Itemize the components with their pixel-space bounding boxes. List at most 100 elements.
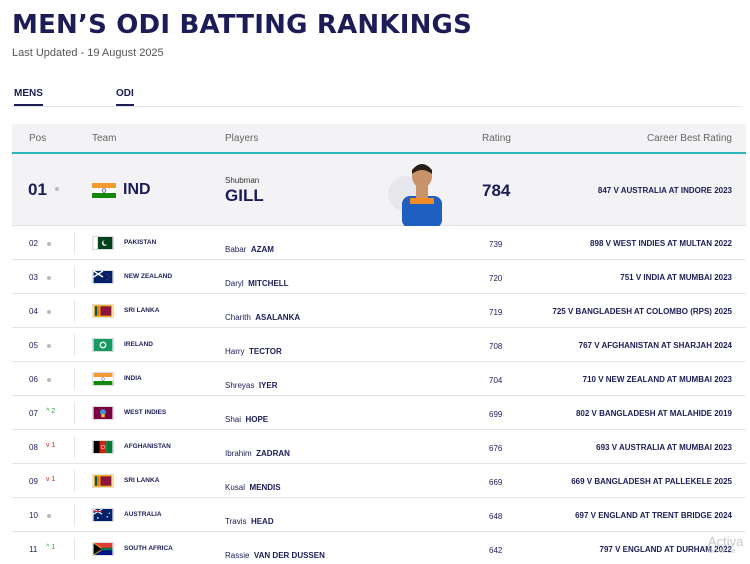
activation-watermark: Activa Go to Se	[708, 534, 744, 555]
row-pos: 09	[29, 477, 38, 486]
top-ranked-row[interactable]: 01 IND	[12, 154, 746, 226]
row-pos: 05	[29, 341, 38, 350]
row-pos: 03	[29, 273, 38, 282]
divider	[74, 368, 75, 390]
tab-bar: MENS ODI	[12, 88, 742, 107]
top-player-rating: 784	[482, 181, 511, 200]
team-name: SOUTH AFRICA	[124, 545, 173, 552]
top-player-first-name: Shubman	[225, 176, 260, 185]
table-row[interactable]: 08 v 1 AFGHANISTAN Ibrahim ZADRAN 676 69…	[12, 430, 746, 464]
table-row[interactable]: 09 v 1 SRI LANKA Kusal MENDIS 669 669 V …	[12, 464, 746, 498]
rating-value: 719	[489, 308, 503, 317]
team-name: WEST INDIES	[124, 409, 167, 416]
header-team: Team	[92, 133, 117, 144]
rank-up-indicator: ^ 2	[46, 408, 56, 415]
career-best: 669 V BANGLADESH AT PALLEKELE 2025	[571, 477, 732, 486]
rank-up-indicator: ^ 1	[46, 544, 56, 551]
career-best: 802 V BANGLADESH AT MALAHIDE 2019	[575, 409, 732, 418]
header-rating: Rating	[482, 133, 511, 144]
ranking-list: 02 PAKISTAN Babar AZAM 739 898 V WEST IN…	[12, 226, 746, 564]
career-best: 797 V ENGLAND AT DURHAM 2022	[599, 545, 732, 554]
no-change-dot	[47, 378, 51, 382]
career-best: 751 V INDIA AT MUMBAI 2023	[620, 273, 732, 282]
divider	[74, 436, 75, 458]
divider	[74, 470, 75, 492]
career-best: 697 V ENGLAND AT TRENT BRIDGE 2024	[575, 511, 732, 520]
no-change-dot	[55, 187, 59, 191]
no-change-dot	[47, 242, 51, 246]
header-pos: Pos	[29, 133, 47, 144]
row-pos: 11	[29, 545, 38, 554]
table-row[interactable]: 10 AUSTRALIA Travis HEAD 648 697 V ENGLA…	[12, 498, 746, 532]
page-title: MEN’S ODI BATTING RANKINGS	[12, 10, 473, 40]
tab-mens[interactable]: MENS	[14, 88, 43, 106]
divider	[74, 334, 75, 356]
rating-value: 642	[489, 546, 503, 555]
rating-value: 648	[489, 512, 503, 521]
player-name: Harry TECTOR	[225, 347, 282, 356]
career-best: 710 V NEW ZEALAND AT MUMBAI 2023	[582, 375, 732, 384]
top-player-career-best: 847 V AUSTRALIA AT INDORE 2023	[597, 186, 732, 195]
player-name: Ibrahim ZADRAN	[225, 449, 290, 458]
table-row[interactable]: 05 IRELAND Harry TECTOR 708 767 V AFGHAN…	[12, 328, 746, 362]
divider	[74, 232, 75, 254]
south-africa-flag-icon	[92, 542, 114, 556]
team-name: SRI LANKA	[124, 477, 160, 484]
player-name: Shai HOPE	[225, 415, 269, 424]
row-pos: 08	[29, 443, 38, 452]
team-name: IRELAND	[124, 341, 153, 348]
team-name: INDIA	[124, 375, 142, 382]
rating-value: 699	[489, 410, 503, 419]
rating-value: 669	[489, 478, 503, 487]
no-change-dot	[47, 344, 51, 348]
new-zealand-flag-icon	[92, 270, 114, 284]
player-name: Rassie VAN DER DUSSEN	[225, 551, 325, 560]
table-row[interactable]: 06 INDIA Shreyas IYER 704 710 V NEW ZEAL…	[12, 362, 746, 396]
divider	[74, 266, 75, 288]
afghanistan-flag-icon	[92, 440, 114, 454]
team-name: SRI LANKA	[124, 307, 160, 314]
no-change-dot	[47, 514, 51, 518]
player-name: Kusal MENDIS	[225, 483, 281, 492]
no-change-dot	[47, 276, 51, 280]
team-code: IND	[123, 181, 151, 198]
table-row[interactable]: 04 SRI LANKA Charith ASALANKA 719 725 V …	[12, 294, 746, 328]
rating-value: 720	[489, 274, 503, 283]
tab-odi[interactable]: ODI	[116, 88, 134, 106]
career-best: 725 V BANGLADESH AT COLOMBO (RPS) 2025	[552, 307, 732, 316]
rating-value: 704	[489, 376, 503, 385]
india-flag-icon	[92, 372, 114, 386]
last-updated: Last Updated - 19 August 2025	[12, 47, 164, 59]
row-pos: 04	[29, 307, 38, 316]
table-row[interactable]: 02 PAKISTAN Babar AZAM 739 898 V WEST IN…	[12, 226, 746, 260]
divider	[74, 538, 75, 560]
header-career-best: Career Best Rating	[646, 133, 732, 144]
row-pos: 06	[29, 375, 38, 384]
divider	[74, 504, 75, 526]
west-indies-flag-icon	[92, 406, 114, 420]
table-row[interactable]: 11 ^ 1 SOUTH AFRICA Rassie VAN DER DUSSE…	[12, 532, 746, 564]
team-name: AUSTRALIA	[124, 511, 162, 518]
table-row[interactable]: 03 NEW ZEALAND Daryl MITCHELL 720 751 V …	[12, 260, 746, 294]
career-best: 693 V AUSTRALIA AT MUMBAI 2023	[596, 443, 732, 452]
rankings-table: Pos Team Players Rating Career Best Rati…	[12, 124, 746, 226]
rating-value: 708	[489, 342, 503, 351]
team-name: NEW ZEALAND	[124, 273, 173, 280]
ireland-flag-icon	[92, 338, 114, 352]
player-portrait-icon	[388, 164, 442, 228]
pakistan-flag-icon	[92, 236, 114, 250]
career-best: 898 V WEST INDIES AT MULTAN 2022	[590, 239, 732, 248]
row-pos: 07	[29, 409, 38, 418]
australia-flag-icon	[92, 508, 114, 522]
divider	[74, 300, 75, 322]
row-pos: 02	[29, 239, 38, 248]
sri-lanka-flag-icon	[92, 304, 114, 318]
player-name: Shreyas IYER	[225, 381, 278, 390]
rating-value: 676	[489, 444, 503, 453]
player-name: Babar AZAM	[225, 245, 274, 254]
table-row[interactable]: 07 ^ 2 WEST INDIES Shai HOPE 699 802 V B…	[12, 396, 746, 430]
career-best: 767 V AFGHANISTAN AT SHARJAH 2024	[578, 341, 732, 350]
sri-lanka-flag-icon	[92, 474, 114, 488]
player-name: Daryl MITCHELL	[225, 279, 289, 288]
rank-down-indicator: v 1	[46, 442, 56, 449]
